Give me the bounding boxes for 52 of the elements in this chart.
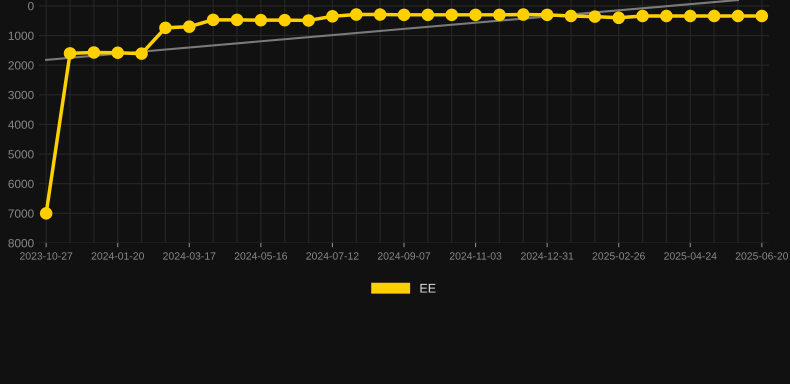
point <box>660 10 673 22</box>
x-tick-label: 2024-09-07 <box>378 252 430 260</box>
point <box>469 8 482 22</box>
point <box>326 10 339 23</box>
y-tick-label: 7000 <box>8 209 34 218</box>
y-tick-label: 0 <box>28 2 34 10</box>
point <box>564 10 578 22</box>
point <box>135 47 148 60</box>
x-tick-label: 2024-03-17 <box>163 252 216 260</box>
point <box>732 10 744 22</box>
point <box>756 10 768 22</box>
point <box>398 8 410 22</box>
point <box>206 14 220 26</box>
y-tick-label: 8000 <box>8 239 34 248</box>
x-tick-label: 2024-12-31 <box>521 252 574 260</box>
x-tick-label: 2025-02-26 <box>592 252 645 260</box>
point <box>64 47 76 60</box>
point <box>183 20 196 33</box>
point <box>588 10 602 23</box>
y-tick-label: 2000 <box>8 61 34 70</box>
y-tick-label: 1000 <box>8 32 34 40</box>
point <box>88 46 100 59</box>
point <box>350 8 363 21</box>
point <box>493 8 506 22</box>
point <box>708 10 720 22</box>
x-tick-label: 2023-10-27 <box>20 252 72 260</box>
y-tick-label: 4000 <box>8 120 34 129</box>
x-tick-label: 2025-04-24 <box>664 252 717 260</box>
point <box>374 8 386 21</box>
point <box>230 14 244 26</box>
x-tick-label: 2024-07-12 <box>306 252 359 260</box>
point <box>636 10 649 22</box>
x-tick-label: 2024-05-16 <box>234 252 288 260</box>
point <box>445 8 458 22</box>
x-tick-label: 2025-06-20 <box>736 252 788 260</box>
point <box>517 8 530 21</box>
x-tick-label: 2024-11-03 <box>450 252 502 260</box>
x-tick-label: 2024-01-20 <box>92 252 144 260</box>
point <box>302 14 315 27</box>
point <box>612 12 625 24</box>
point <box>159 22 172 34</box>
point <box>111 46 124 59</box>
legend-label: EE <box>420 284 436 293</box>
point <box>278 14 291 26</box>
point <box>540 8 554 22</box>
point <box>684 10 697 22</box>
y-tick-label: 6000 <box>8 180 34 188</box>
point <box>422 8 434 22</box>
y-tick-label: 3000 <box>8 90 34 100</box>
y-tick-label: 5000 <box>8 150 34 158</box>
point <box>254 14 268 26</box>
point <box>40 207 52 220</box>
